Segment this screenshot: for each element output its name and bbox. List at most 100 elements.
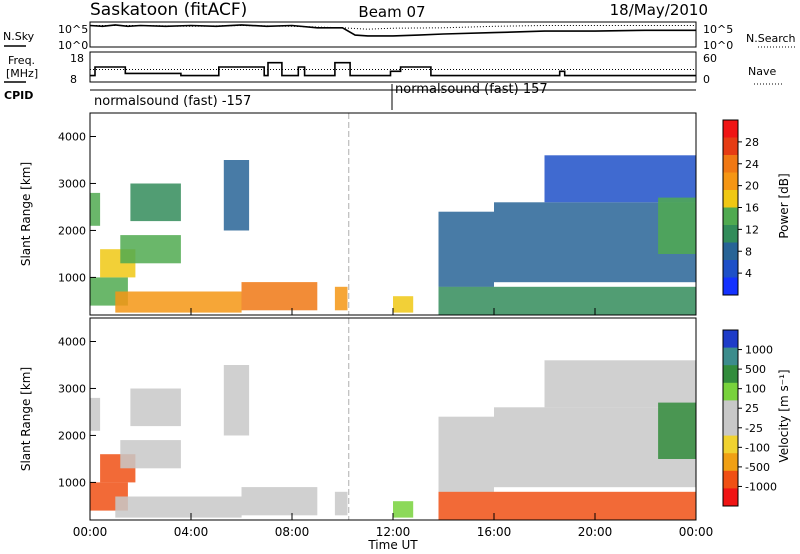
heatmap-cell-6: [223, 160, 250, 231]
colorbar-swatch: [723, 190, 738, 208]
colorbar-tick-label: 16: [745, 202, 759, 215]
xtick-label: 04:00: [174, 525, 209, 539]
heatmap-cell-7: [241, 487, 318, 516]
velocity-axes: 1000 2000 3000 4000 00:00 04:00 08:00 12:00 16:0…: [58, 335, 713, 539]
freq-unit-label: [MHz]: [6, 67, 38, 80]
colorbar-tick-label: 12: [745, 223, 759, 236]
nave-tick-low: 0: [703, 73, 710, 86]
colorbar-swatch: [723, 382, 738, 401]
colorbar-swatch: [723, 330, 738, 349]
velocity-panel: 1000 2000 3000 4000 00:00 04:00 08:00 12:00 16:0…: [19, 317, 713, 552]
nsky-label: N.Sky: [3, 30, 35, 43]
nsky-series: [89, 24, 696, 37]
ytick-label: 2000: [58, 224, 86, 237]
colorbar-tick-label: 20: [745, 180, 759, 193]
cpid-panel: CPID normalsound (fast) -157 normalsound…: [4, 82, 696, 110]
ytick-label: 1000: [58, 476, 86, 489]
nave-tick-high: 60: [703, 52, 717, 65]
series-line-freq: [90, 61, 696, 77]
heatmap-cell-10: [438, 416, 494, 492]
heatmap-cell-9: [393, 501, 414, 518]
velocity-colorbar-title: Velocity [m s⁻¹]: [777, 369, 791, 462]
colorbar-swatch: [723, 488, 738, 507]
power-axes: 1000 2000 3000 4000: [58, 130, 697, 315]
colorbar-swatch: [723, 155, 738, 173]
ytick-label: 2000: [58, 429, 86, 442]
heatmap-cell-8: [334, 286, 348, 311]
nave-label: Nave: [748, 65, 776, 78]
power-colorbar-swatches: [723, 120, 738, 296]
velocity-colorbar-swatches: [723, 330, 738, 507]
ytick-label: 3000: [58, 177, 86, 190]
xtick-label: 20:00: [578, 525, 613, 539]
heatmap-cell-3: [120, 440, 181, 469]
colorbar-swatch: [723, 207, 738, 226]
series-line-nsearch: [90, 24, 696, 30]
freq-series: [90, 61, 696, 77]
freq-panel: Freq. [MHz] 18 8 60 0 Nave: [4, 51, 782, 86]
heatmap-cell-9: [393, 296, 414, 313]
nsearch-tick-low: 10^0: [703, 39, 733, 52]
heatmap-cell-4: [130, 388, 181, 427]
heatmap-cell-11: [438, 491, 696, 520]
velocity-heatmap: [90, 318, 696, 520]
power-panel: 1000 2000 3000 4000 Slant Range [km]: [19, 112, 697, 316]
colorbar-tick-label: 4: [745, 267, 752, 280]
nsearch-tick-high: 10^5: [703, 23, 733, 36]
colorbar-tick-label: -100: [745, 441, 770, 454]
colorbar-swatch: [723, 120, 738, 138]
colorbar-tick-label: 8: [745, 245, 752, 258]
nsky-frame: [89, 21, 697, 48]
colorbar-swatch: [723, 347, 738, 366]
power-ylabel: Slant Range [km]: [19, 162, 33, 266]
freq-tick-low: 8: [70, 73, 77, 86]
velocity-colorbar: 1000 500 100 25 -25 -100 -500 -1000 Velocity [m…: [722, 329, 791, 507]
ytick-label: 4000: [58, 130, 86, 143]
colorbar-tick-label: 25: [745, 402, 759, 415]
heatmap-cell-8: [334, 491, 348, 516]
ytick-label: 4000: [58, 335, 86, 348]
ytick-label: 1000: [58, 271, 86, 284]
velocity-colorbar-frame: [722, 329, 739, 507]
colorbar-swatch: [723, 470, 738, 489]
heatmap-cell-5: [115, 291, 242, 313]
colorbar-swatch: [723, 277, 738, 296]
power-heatmap: [90, 113, 696, 315]
power-colorbar-title: Power [dB]: [777, 173, 791, 238]
colorbar-swatch: [723, 225, 738, 243]
ytick-label: 3000: [58, 382, 86, 395]
power-colorbar: 28 24 20 16 12 8 4 Power [dB]: [722, 119, 791, 296]
power-colorbar-ticks: 28 24 20 16 12 8 4: [738, 136, 759, 280]
heatmap-cell-14: [658, 402, 696, 459]
heatmap-cell-11: [438, 286, 696, 315]
freq-tick-high: 18: [70, 52, 84, 65]
xlabel: Time UT: [367, 538, 418, 552]
colorbar-swatch: [723, 260, 738, 278]
colorbar-swatch: [723, 365, 738, 384]
colorbar-swatch: [723, 400, 738, 419]
velocity-ylabel: Slant Range [km]: [19, 367, 33, 471]
colorbar-tick-label: 100: [745, 383, 766, 396]
heatmap-cell-6: [223, 365, 250, 436]
cpid-segment-1: normalsound (fast) -157: [94, 94, 251, 109]
heatmap-cell-4: [130, 183, 181, 222]
freq-frame: [89, 51, 697, 83]
station-title: Saskatoon (fitACF): [90, 0, 247, 20]
colorbar-tick-label: 1000: [745, 344, 773, 357]
heatmap-cell-14: [658, 197, 696, 254]
velocity-colorbar-ticks: 1000 500 100 25 -25 -100 -500 -1000: [738, 344, 777, 493]
heatmap-cell-13: [544, 155, 696, 203]
nsky-panel: N.Sky 10^5 10^0 10^5 10^0 N.Search: [3, 21, 796, 52]
nsearch-label: N.Search: [746, 32, 796, 45]
heatmap-cell-0: [90, 192, 101, 226]
colorbar-swatch: [723, 435, 738, 454]
colorbar-tick-label: -1000: [745, 480, 777, 493]
colorbar-swatch: [723, 242, 738, 261]
date-title: 18/May/2010: [610, 1, 708, 19]
heatmap-cell-5: [115, 496, 242, 518]
series-line-nsky: [89, 24, 696, 37]
xtick-label: 00:00: [679, 525, 714, 539]
cpid-segment-2: normalsound (fast) 157: [395, 82, 548, 97]
heatmap-cell-7: [241, 282, 318, 311]
